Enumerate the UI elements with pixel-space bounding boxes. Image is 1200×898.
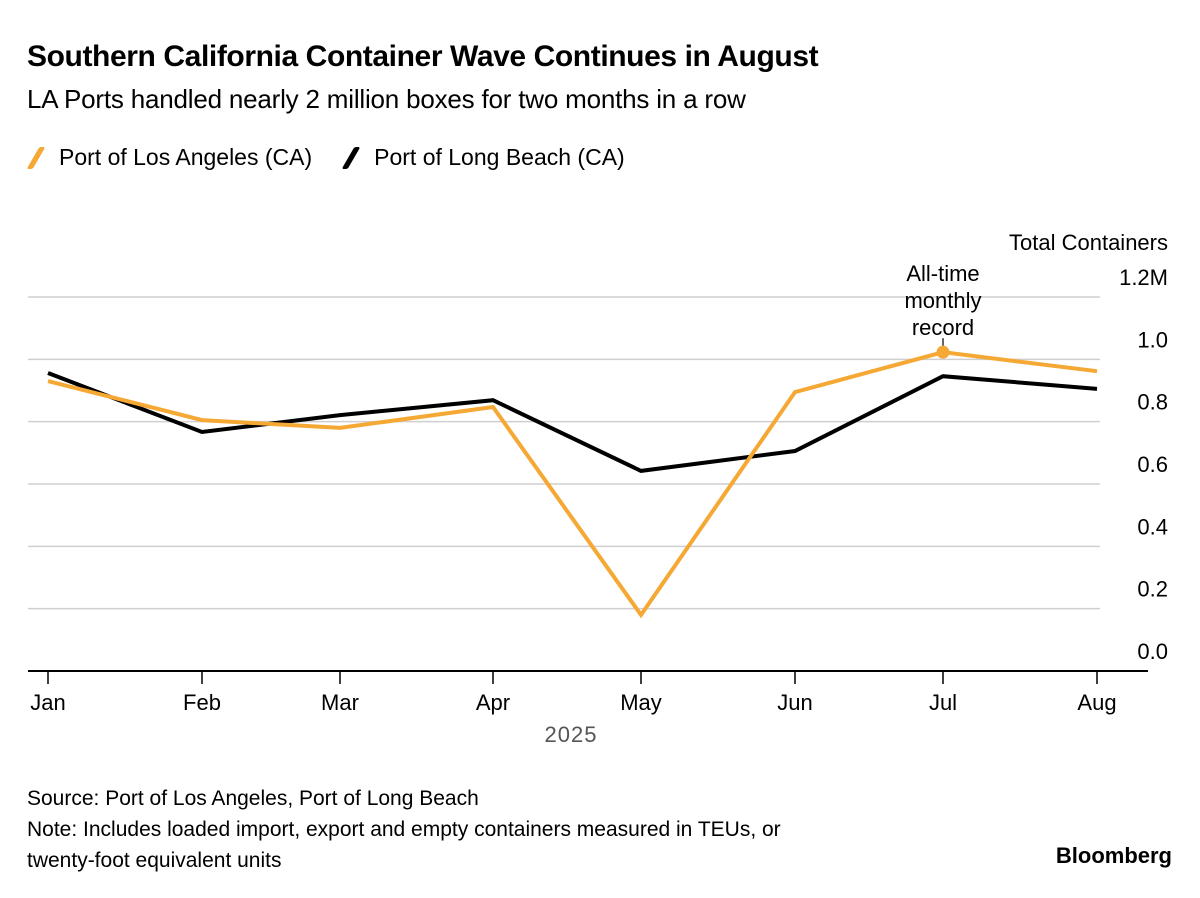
x-tick-label: Aug (1077, 690, 1116, 715)
note-line-1: Note: Includes loaded import, export and… (27, 818, 781, 841)
y-tick-label: 0.4 (1137, 514, 1168, 539)
y-tick-labels: 1.2M 1.0 0.8 0.6 0.4 0.2 0.0 (1119, 265, 1168, 664)
x-tick-label: Feb (183, 690, 221, 715)
x-tick-label: May (620, 690, 662, 715)
legend-item-los-angeles: Port of Los Angeles (CA) (26, 144, 313, 171)
bloomberg-logo: Bloomberg (1055, 843, 1172, 868)
series-line-long-beach (47, 371, 1098, 473)
x-tick-label: Jan (30, 690, 65, 715)
annotation-text: monthly (904, 288, 981, 313)
x-tick-label: Jul (929, 690, 957, 715)
x-axis: Jan Feb Mar Apr May Jun Jul Aug (28, 670, 1148, 715)
chart-title: Southern California Container Wave Conti… (27, 40, 819, 73)
legend-item-long-beach: Port of Long Beach (CA) (341, 144, 625, 171)
series-line-los-angeles (47, 350, 1098, 619)
chart-subtitle: LA Ports handled nearly 2 million boxes … (27, 84, 746, 114)
legend-label-long-beach: Port of Long Beach (CA) (374, 144, 625, 170)
annotation-text: record (912, 315, 974, 340)
x-tick-label: Jun (777, 690, 812, 715)
y-tick-label: 1.0 (1137, 327, 1168, 352)
y-tick-label: 0.0 (1137, 639, 1168, 664)
y-tick-label: 0.2 (1137, 577, 1168, 602)
y-axis-title: Total Containers (1009, 230, 1168, 255)
record-marker (936, 345, 950, 359)
source-note: Source: Port of Los Angeles, Port of Lon… (27, 787, 479, 810)
y-tick-label: 1.2M (1119, 265, 1168, 290)
y-tick-label: 0.6 (1137, 452, 1168, 477)
series-group (47, 345, 1098, 619)
x-tick-label: Mar (321, 690, 359, 715)
legend-label-los-angeles: Port of Los Angeles (CA) (59, 144, 313, 170)
x-tick-label: Apr (476, 690, 510, 715)
x-axis-year-label: 2025 (545, 722, 598, 747)
note-line-2: twenty-foot equivalent units (27, 849, 282, 872)
y-tick-label: 0.8 (1137, 390, 1168, 415)
footer-notes: Source: Port of Los Angeles, Port of Lon… (27, 783, 781, 876)
gridlines (28, 296, 1100, 610)
legend: Port of Los Angeles (CA) Port of Long Be… (26, 144, 655, 171)
annotation-text: All-time (906, 261, 979, 286)
